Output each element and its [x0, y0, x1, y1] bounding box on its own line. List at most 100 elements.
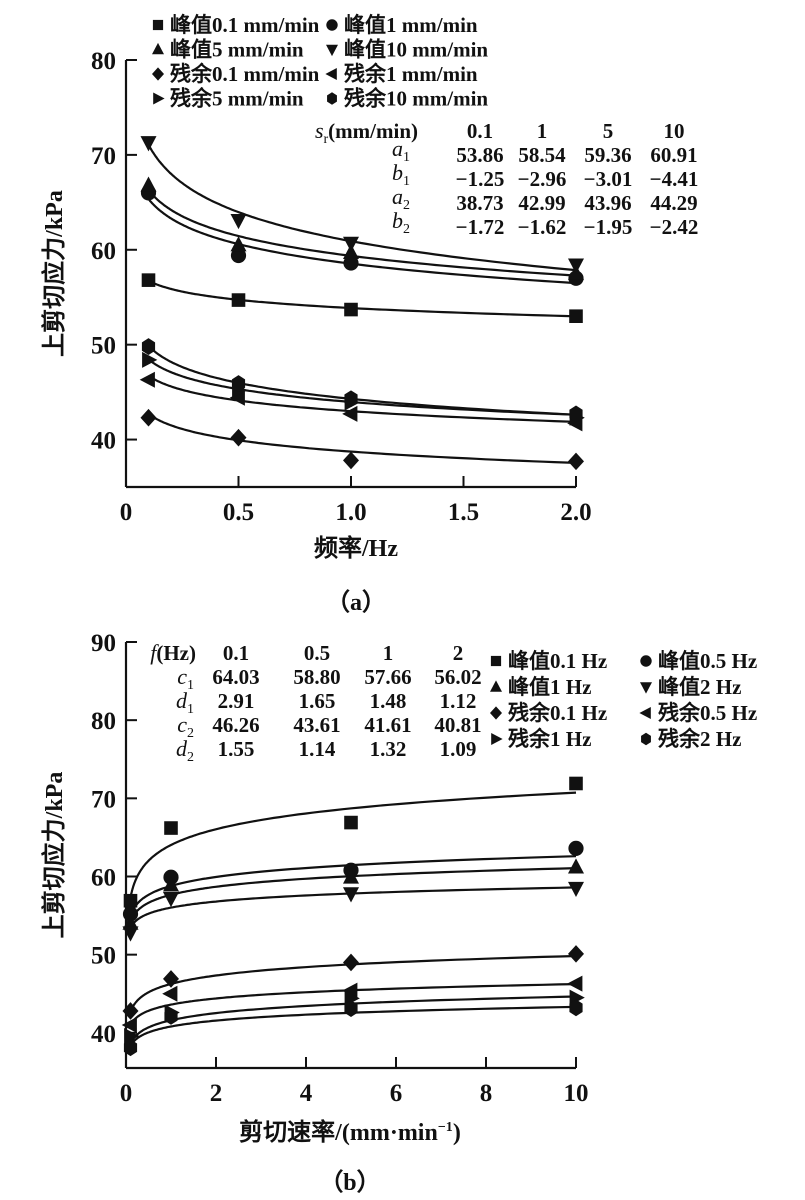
table-row-symbol-subscript: 1 — [187, 702, 194, 717]
table-cell: 46.26 — [212, 713, 259, 737]
table-cell: −1.62 — [518, 215, 567, 239]
table-cell: 1.09 — [440, 737, 477, 761]
table-header: sr(mm/min) — [315, 118, 418, 147]
table-cell: −1.25 — [456, 167, 505, 191]
legend-entry: 残余0.1 mm/min — [170, 62, 320, 86]
x-axis-title-end: ) — [453, 1120, 461, 1146]
legend-marker-triangle-left — [325, 68, 337, 80]
legend-entry: 残余1 Hz — [508, 727, 591, 751]
table-column-header: 2 — [453, 641, 464, 665]
fit-curve-3 — [147, 144, 577, 272]
legend-marker-diamond — [490, 706, 502, 720]
data-point-hexagon — [231, 375, 246, 392]
table-row-symbol: c2 — [177, 712, 194, 741]
table-row-symbol-letter: d — [176, 688, 188, 713]
data-point-triangle-left — [121, 1017, 137, 1034]
data-point-triangle-left — [342, 982, 358, 999]
table-row-symbol-letter: d — [176, 736, 188, 761]
data-point-square — [231, 293, 246, 307]
data-point-square — [164, 821, 178, 835]
table-cell: −1.95 — [584, 215, 633, 239]
panel-caption: （a） — [326, 589, 386, 616]
data-point-diamond — [343, 451, 359, 470]
data-point-triangle-down — [230, 213, 247, 230]
table-cell: −4.41 — [650, 167, 699, 191]
table-column-header: 0.1 — [223, 641, 249, 665]
data-point-triangle-left — [567, 975, 583, 992]
data-point-triangle-up — [122, 914, 139, 930]
legend-marker-triangle-down — [326, 44, 338, 57]
fit-curve-7 — [129, 1005, 577, 1047]
data-point-hexagon — [344, 390, 358, 408]
x-tick-label: 1.5 — [448, 499, 479, 526]
data-point-circle — [568, 840, 584, 856]
legend-marker-circle — [640, 655, 652, 667]
table-cell: 43.96 — [584, 191, 631, 215]
table-cell: −3.01 — [584, 167, 633, 191]
table-header-symbol: s — [315, 118, 324, 143]
y-tick-label: 70 — [91, 143, 116, 170]
x-axis-title: 频率/Hz — [314, 534, 398, 562]
x-tick-label: 6 — [390, 1080, 403, 1107]
y-axis-title: 上剪切应力/kPa — [40, 772, 68, 939]
table-row-symbol-subscript: 1 — [187, 678, 194, 693]
y-tick-label: 60 — [91, 864, 116, 891]
fit-curve-7 — [147, 345, 577, 416]
table-cell: 1.48 — [370, 689, 407, 713]
data-point-hexagon — [569, 405, 583, 423]
data-point-triangle-right — [124, 1027, 140, 1044]
data-point-triangle-right — [142, 351, 158, 368]
x-axis-title-text: 频率/Hz — [314, 534, 398, 562]
data-point-triangle-left — [342, 405, 358, 422]
table-header: f(Hz) — [150, 640, 196, 665]
data-point-diamond — [140, 408, 157, 427]
legend-entry: 残余0.1 Hz — [508, 701, 607, 725]
y-tick-label: 60 — [91, 238, 116, 265]
data-point-square — [344, 815, 358, 830]
table-cell: 60.91 — [650, 143, 697, 167]
data-point-square — [569, 776, 583, 791]
legend-marker-triangle-up — [490, 680, 502, 692]
fit-curve-3 — [129, 886, 577, 929]
table-row-symbol: b2 — [392, 208, 410, 237]
fit-curve-5 — [147, 374, 577, 423]
data-point-triangle-down — [140, 136, 157, 152]
fit-curve-0 — [129, 791, 577, 898]
x-tick-label: 0 — [120, 1080, 133, 1107]
x-tick-label: 2.0 — [560, 499, 591, 526]
legend-entry: 峰值0.1 mm/min — [170, 13, 320, 37]
data-point-diamond — [343, 953, 359, 972]
table-header-subscript: r — [324, 132, 329, 147]
x-tick-label: 4 — [300, 1080, 313, 1107]
table-column-header: 0.1 — [467, 119, 493, 143]
data-point-square — [344, 302, 358, 317]
table-cell: −2.42 — [650, 215, 699, 239]
legend-entry: 峰值5 mm/min — [170, 38, 304, 62]
table-cell: 38.73 — [456, 191, 503, 215]
data-point-triangle-up — [343, 868, 359, 884]
table-cell: 56.02 — [434, 665, 481, 689]
legend-entry: 残余2 Hz — [658, 727, 741, 751]
fit-curve-2 — [147, 189, 577, 277]
table-cell: 2.91 — [218, 689, 255, 713]
table-header-symbol: f — [150, 640, 159, 665]
data-point-hexagon — [344, 1000, 358, 1017]
data-point-triangle-down — [343, 236, 359, 252]
data-point-diamond — [568, 945, 584, 963]
x-tick-label: 2 — [210, 1080, 223, 1107]
table-cell: 53.86 — [456, 143, 503, 167]
table-row-symbol-letter: a — [392, 136, 403, 161]
legend-marker-triangle-left — [639, 707, 651, 719]
y-tick-label: 40 — [91, 1021, 116, 1048]
data-point-square — [123, 893, 138, 908]
fit-curve-4 — [147, 413, 577, 464]
panel-b-chart: 40 50 60 70 80 90 0 2 4 6 8 10 上剪切应力/kPa 剪切速率/(mm·min… — [40, 630, 757, 1196]
table-column-header: 1 — [537, 119, 548, 143]
table-row-symbol-subscript: 2 — [403, 198, 410, 213]
legend-marker-circle — [326, 19, 338, 31]
x-axis-title-text: 剪切速率/(mm·min — [239, 1118, 438, 1146]
legend-entry: 峰值2 Hz — [658, 675, 741, 699]
data-point-hexagon — [569, 999, 583, 1017]
data-point-triangle-left — [229, 389, 245, 406]
table-row-symbol-subscript: 2 — [187, 726, 194, 741]
